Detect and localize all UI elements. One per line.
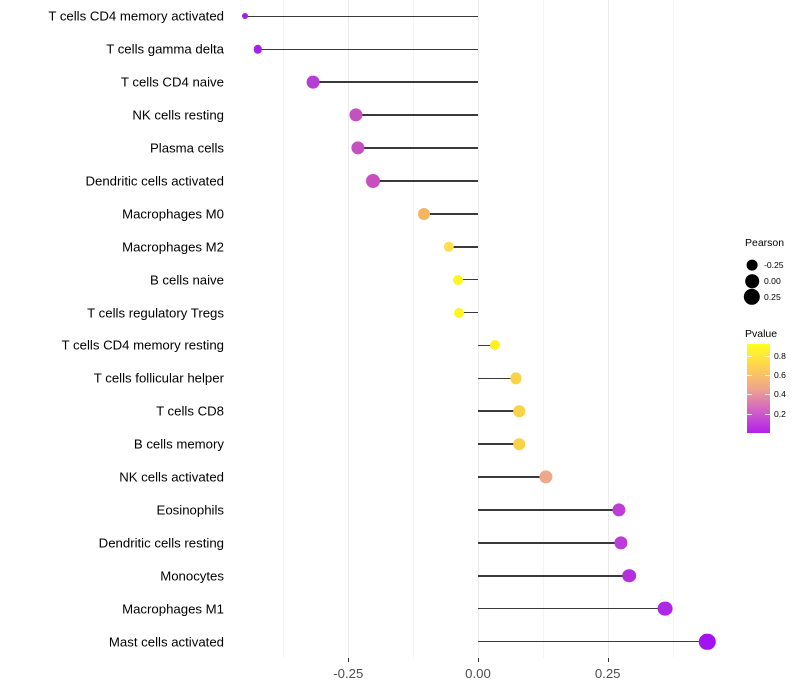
y-axis-tick-label: NK cells activated	[119, 469, 224, 485]
x-axis-tick-label: -0.25	[333, 666, 364, 681]
colorbar-tick-mark	[747, 355, 752, 357]
lollipop-point[interactable]	[612, 503, 626, 517]
y-axis-tick-label: T cells CD8	[156, 403, 224, 419]
x-axis-tick-mark	[478, 658, 479, 662]
lollipop-point[interactable]	[622, 568, 637, 583]
lollipop-stem	[478, 410, 519, 413]
gridline-minor	[283, 0, 285, 658]
legend-area: Pearson -0.25 0.00 0.25 Pvalue 0.8 0.6 0.4 0.…	[736, 0, 800, 700]
lollipop-stem	[478, 542, 622, 544]
size-legend-label: 0.00	[764, 276, 781, 286]
lollipop-point[interactable]	[306, 75, 320, 89]
lollipop-stem	[478, 443, 519, 445]
gridline-minor	[413, 0, 415, 658]
lollipop-point[interactable]	[490, 340, 501, 351]
lollipop-point[interactable]	[453, 307, 464, 318]
lollipop-stem	[458, 311, 478, 314]
y-axis-labels: T cells CD4 memory activated T cells gamm…	[0, 0, 224, 658]
y-axis-tick-label: B cells naive	[149, 272, 224, 288]
y-axis-tick-label: Mast cells activated	[108, 633, 224, 649]
y-axis-tick-label: T cells CD4 naive	[120, 74, 224, 90]
size-legend-title: Pearson	[745, 237, 785, 249]
lollipop-stem	[372, 180, 478, 182]
x-axis: -0.25 0.00 0.25	[229, 658, 727, 700]
lollipop-point[interactable]	[513, 438, 525, 450]
lollipop-stem	[424, 213, 478, 215]
lollipop-point[interactable]	[241, 13, 248, 20]
y-axis-tick-label: B cells memory	[133, 436, 224, 452]
lollipop-point[interactable]	[513, 405, 525, 418]
lollipop-stem	[478, 607, 666, 610]
lollipop-point[interactable]	[418, 207, 431, 220]
gridline-minor	[542, 0, 544, 658]
colorbar-tick-mark	[747, 374, 752, 376]
size-legend-dot	[743, 288, 761, 306]
y-axis-tick-label: T cells CD4 memory activated	[48, 8, 224, 24]
y-axis-tick-label: Dendritic cells activated	[85, 173, 224, 189]
lollipop-point[interactable]	[452, 274, 463, 285]
pvalue-colorbar	[747, 344, 770, 433]
y-axis-tick-label: Monocytes	[160, 568, 224, 584]
lollipop-point[interactable]	[539, 470, 553, 484]
colorbar-tick-label: 0.4	[774, 389, 786, 400]
lollipop-stem	[478, 509, 620, 511]
y-axis-tick-label: NK cells resting	[132, 107, 224, 123]
colorbar-tick-label: 0.8	[774, 350, 786, 361]
lollipop-point[interactable]	[351, 141, 365, 155]
size-legend-label: 0.25	[764, 292, 781, 302]
gridline-minor	[672, 0, 674, 658]
colorbar-tick-mark	[747, 394, 752, 396]
lollipop-stem	[478, 344, 496, 347]
gridline-major	[478, 0, 479, 658]
y-axis-tick-label: Macrophages M1	[122, 601, 224, 617]
gridline-major	[607, 0, 609, 658]
colorbar-tick-mark	[765, 355, 770, 357]
lollipop-point[interactable]	[365, 173, 380, 188]
gridline-major	[348, 0, 350, 658]
colorbar-tick-label: 0.2	[774, 408, 786, 419]
plot-panel	[229, 0, 727, 658]
lollipop-stem	[478, 476, 546, 478]
y-axis-tick-label: T cells regulatory Tregs	[87, 304, 224, 320]
lollipop-stem	[357, 147, 478, 149]
y-axis-tick-label: Macrophages M2	[122, 239, 224, 255]
y-axis-tick-label: Macrophages M0	[122, 206, 224, 222]
colorbar-tick-mark	[765, 413, 770, 415]
lollipop-stem	[257, 48, 478, 51]
size-legend-dot	[745, 274, 759, 288]
y-axis-tick-label: T cells gamma delta	[106, 41, 224, 57]
y-axis-tick-label: Eosinophils	[156, 502, 224, 518]
x-axis-tick-mark	[607, 658, 609, 662]
lollipop-stem	[478, 640, 708, 643]
lollipop-point[interactable]	[510, 372, 522, 384]
lollipop-point[interactable]	[614, 536, 628, 550]
size-legend-label: -0.25	[764, 260, 784, 270]
colorbar-tick-mark	[765, 374, 770, 376]
y-axis-tick-label: Plasma cells	[149, 140, 224, 156]
x-axis-tick-label: 0.25	[594, 666, 621, 681]
x-axis-tick-mark	[348, 658, 350, 662]
y-axis-tick-label: Dendritic cells resting	[98, 535, 224, 551]
lollipop-point[interactable]	[699, 633, 716, 650]
lollipop-stem	[355, 114, 478, 116]
color-legend-title: Pvalue	[745, 328, 778, 340]
colorbar-tick-label: 0.6	[774, 369, 786, 380]
lollipop-stem	[313, 81, 478, 84]
lollipop-point[interactable]	[443, 241, 455, 252]
y-axis-tick-label: T cells CD4 memory resting	[61, 337, 224, 353]
lollipop-point[interactable]	[253, 45, 262, 54]
x-axis-tick-label: 0.00	[465, 666, 491, 681]
size-legend-dot	[746, 259, 758, 271]
lollipop-stem	[478, 377, 516, 380]
lollipop-stem	[457, 278, 478, 281]
lollipop-point[interactable]	[657, 601, 673, 617]
colorbar-tick-mark	[747, 413, 752, 415]
y-axis-tick-label: T cells follicular helper	[93, 370, 224, 386]
lollipop-stem	[478, 574, 630, 577]
lollipop-stem	[244, 15, 478, 18]
lollipop-point[interactable]	[348, 108, 363, 122]
lollipop-stem	[448, 245, 478, 248]
colorbar-tick-mark	[765, 394, 770, 396]
